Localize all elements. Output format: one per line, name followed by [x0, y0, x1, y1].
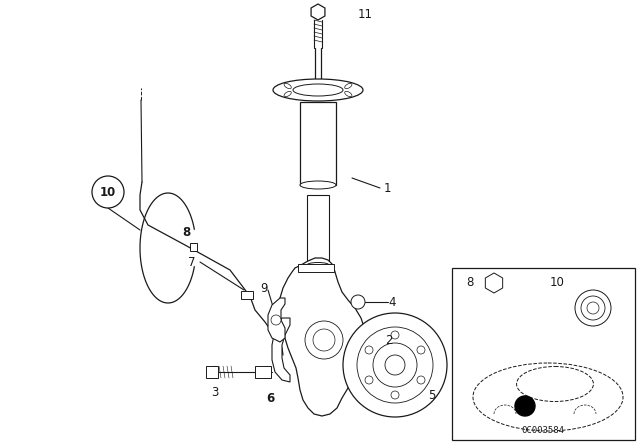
Circle shape [581, 296, 605, 320]
Ellipse shape [313, 329, 335, 351]
Bar [190, 243, 197, 251]
Circle shape [343, 313, 447, 417]
Ellipse shape [284, 91, 291, 97]
Circle shape [417, 376, 425, 384]
Circle shape [351, 295, 365, 309]
Circle shape [515, 396, 535, 416]
Text: 8: 8 [467, 276, 474, 289]
Circle shape [575, 290, 611, 326]
Bar [307, 195, 329, 265]
Text: 0C003584: 0C003584 [522, 426, 564, 435]
Ellipse shape [345, 83, 352, 89]
Text: 7: 7 [188, 255, 196, 268]
Text: 4: 4 [388, 296, 396, 309]
Text: 9: 9 [260, 281, 268, 294]
Polygon shape [279, 258, 366, 416]
Ellipse shape [293, 84, 343, 96]
Text: 1: 1 [384, 181, 392, 194]
Ellipse shape [307, 263, 329, 267]
Circle shape [385, 355, 405, 375]
Circle shape [417, 346, 425, 354]
Polygon shape [272, 318, 290, 382]
Bar [255, 366, 271, 378]
Circle shape [373, 343, 417, 387]
Polygon shape [268, 298, 285, 342]
Circle shape [271, 315, 281, 325]
Bar [300, 102, 336, 185]
Ellipse shape [345, 91, 352, 97]
Bar [206, 366, 218, 378]
Ellipse shape [305, 321, 343, 359]
Text: 10: 10 [550, 276, 564, 289]
Text: 3: 3 [211, 385, 219, 399]
Circle shape [391, 331, 399, 339]
Bar [241, 291, 253, 299]
Circle shape [391, 391, 399, 399]
Circle shape [587, 302, 599, 314]
Text: 11: 11 [358, 8, 373, 21]
Bar [452, 268, 635, 440]
Text: 6: 6 [266, 392, 274, 405]
Text: 5: 5 [428, 388, 435, 401]
Text: 10: 10 [100, 185, 116, 198]
Bar [298, 264, 334, 272]
Circle shape [365, 346, 373, 354]
Circle shape [357, 327, 433, 403]
Circle shape [92, 176, 124, 208]
Ellipse shape [516, 366, 593, 401]
Text: 2: 2 [385, 333, 392, 346]
Ellipse shape [300, 181, 336, 189]
Ellipse shape [273, 79, 363, 101]
Text: 8: 8 [182, 225, 190, 238]
Ellipse shape [473, 363, 623, 431]
Ellipse shape [284, 83, 291, 89]
Circle shape [365, 376, 373, 384]
